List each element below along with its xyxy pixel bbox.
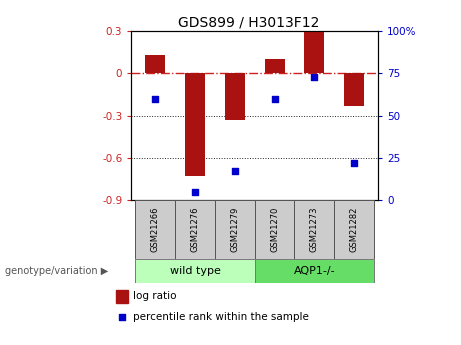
Text: AQP1-/-: AQP1-/-	[294, 266, 335, 276]
Bar	[185, 73, 205, 176]
Text: percentile rank within the sample: percentile rank within the sample	[133, 313, 309, 322]
Text: GSM21282: GSM21282	[349, 207, 359, 252]
Bar	[225, 73, 245, 120]
FancyBboxPatch shape	[334, 200, 374, 259]
Text: GDS899 / H3013F12: GDS899 / H3013F12	[178, 16, 319, 30]
FancyBboxPatch shape	[136, 259, 254, 283]
Bar	[344, 73, 364, 106]
Text: GSM21270: GSM21270	[270, 207, 279, 252]
FancyBboxPatch shape	[254, 259, 374, 283]
Point	[311, 74, 318, 79]
FancyBboxPatch shape	[136, 200, 175, 259]
Text: genotype/variation ▶: genotype/variation ▶	[5, 266, 108, 276]
Text: wild type: wild type	[170, 266, 220, 276]
Text: GSM21279: GSM21279	[230, 207, 239, 252]
Point	[191, 189, 199, 195]
Bar	[265, 59, 284, 73]
Text: GSM21273: GSM21273	[310, 207, 319, 252]
Bar	[145, 55, 165, 73]
Point	[152, 96, 159, 101]
FancyBboxPatch shape	[254, 200, 295, 259]
Point	[321, 210, 329, 216]
Text: GSM21276: GSM21276	[190, 207, 200, 252]
Point	[231, 169, 238, 174]
Bar	[116, 290, 128, 303]
Point	[350, 160, 358, 166]
FancyBboxPatch shape	[215, 200, 254, 259]
Bar	[304, 32, 325, 73]
Text: log ratio: log ratio	[133, 291, 176, 301]
Text: GSM21266: GSM21266	[151, 207, 160, 252]
FancyBboxPatch shape	[295, 200, 334, 259]
FancyBboxPatch shape	[175, 200, 215, 259]
Point	[271, 96, 278, 101]
